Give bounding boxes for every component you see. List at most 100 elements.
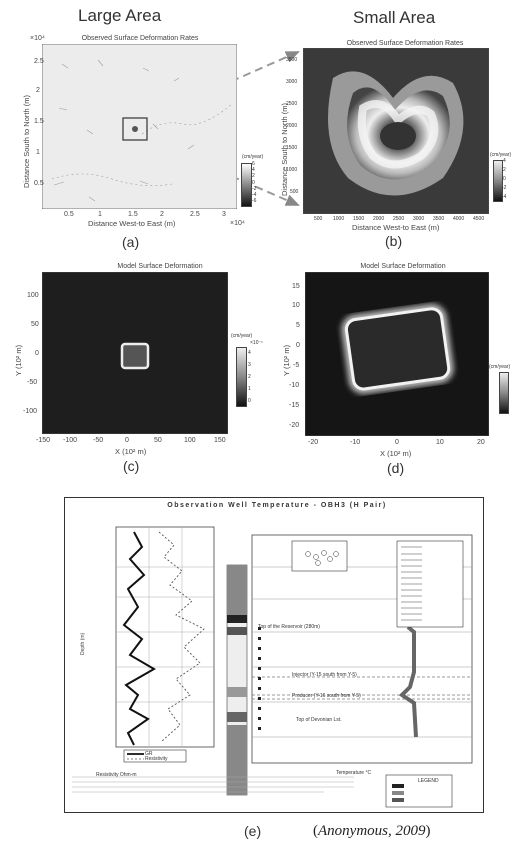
- panel-e-lithology-legend-title: LEGEND: [418, 778, 439, 784]
- panel-c-colorbar-label: (cm/year): [231, 333, 253, 339]
- panel-a-ytick: 0.5: [34, 180, 44, 187]
- panel-e-annotation-injector: Injector (Y-15 south from Y-5): [292, 672, 357, 678]
- panel-b-xtick: 3000: [413, 216, 425, 222]
- panel-d-ytick: -10: [289, 382, 300, 389]
- panel-d-ytick: 0: [296, 342, 300, 349]
- panel-b-ytick: 1500: [286, 145, 298, 151]
- panel-a-xtick: 1.5: [128, 211, 138, 218]
- panel-b-ytick: 500: [290, 189, 299, 195]
- panel-c-xlabel: X (10² m): [115, 447, 147, 456]
- panel-a-cb-tick: 4: [252, 167, 255, 173]
- panel-a-ytick: 1.5: [34, 118, 44, 125]
- panel-a-xtick: 1: [98, 211, 102, 218]
- panel-b-ytick: 1000: [286, 167, 298, 173]
- panel-a-cb-tick: -4: [252, 192, 257, 198]
- panel-b-cb-tick: 2: [503, 167, 506, 173]
- panel-b-title: Observed Surface Deformation Rates: [346, 40, 464, 47]
- panel-d-xlabel: X (10² m): [380, 449, 412, 458]
- panel-c-cb-tick: 2: [248, 374, 251, 380]
- panel-d-xtick: 0: [395, 439, 399, 446]
- panel-d-xtick: 20: [477, 439, 485, 446]
- panel-a-xtick: 2: [160, 211, 164, 218]
- panel-a-cb-tick: -6: [252, 198, 257, 204]
- panel-b-cb-tick: -4: [502, 194, 507, 200]
- panel-b-ytick: 2000: [286, 123, 298, 129]
- panel-c-model-map: [42, 272, 228, 434]
- panel-a-ytick: 2: [36, 87, 40, 94]
- panel-b-ytick: 3500: [286, 57, 298, 63]
- panel-a-cb-tick: -2: [252, 186, 257, 192]
- panel-a-colorbar: [241, 163, 252, 207]
- panel-b-xtick: 4500: [473, 216, 485, 222]
- panel-b-xlabel: Distance West-to East (m): [352, 223, 440, 232]
- panel-a-colorbar-label: (cm/year): [242, 154, 264, 160]
- panel-b-xtick: 2000: [373, 216, 385, 222]
- panel-e-annotation-devonian: Top of Devonian Lst.: [296, 717, 342, 723]
- panel-c-label: (c): [123, 458, 140, 474]
- panel-e-legend-resistivity: Resistivity: [145, 756, 168, 762]
- panel-c-xtick: 50: [154, 437, 162, 444]
- panel-c-ytick: 50: [31, 321, 39, 328]
- panel-b-xtick: 1000: [333, 216, 345, 222]
- panel-d-ytick: -15: [289, 402, 300, 409]
- panel-a-xtick: 0.5: [64, 211, 74, 218]
- panel-c-xtick: -50: [93, 437, 104, 444]
- panel-a-ytick: 1: [36, 149, 40, 156]
- panel-a-map: [42, 44, 237, 209]
- panel-c-cb-tick: 4: [248, 350, 251, 356]
- panel-a-cb-tick: 2: [252, 173, 255, 179]
- panel-c-xtick: -100: [63, 437, 78, 444]
- panel-d-ylabel: Y (10² m): [282, 344, 291, 376]
- panel-e-annotation-producer: Producer (Y-16 south from Y-5): [292, 693, 361, 699]
- panel-b-cb-tick: 4: [503, 158, 506, 164]
- panel-a-label: (a): [122, 234, 140, 250]
- panel-b-xtick: 4000: [453, 216, 465, 222]
- panel-d-ytick: -20: [289, 422, 300, 429]
- panel-c-ylabel: Y (10² m): [14, 344, 23, 376]
- panel-a-cb-tick: 6: [252, 161, 255, 167]
- panel-c-cb-tick: 1: [248, 386, 251, 392]
- panel-e-well-log-chart: [72, 526, 473, 808]
- panel-a-xtick: 3: [222, 211, 226, 218]
- panel-d-xtick: -20: [308, 439, 319, 446]
- panel-a-title: Observed Surface Deformation Rates: [81, 35, 199, 42]
- panel-d-title: Model Surface Deformation: [360, 263, 446, 270]
- panel-b-colorbar: [493, 160, 503, 202]
- citation: (Anonymous, 2009): [313, 823, 431, 839]
- large-area-header: Large Area: [78, 6, 162, 25]
- small-area-header: Small Area: [353, 8, 436, 27]
- panel-b-xtick: 1500: [353, 216, 365, 222]
- panel-c-ytick: -50: [27, 379, 38, 386]
- panel-d-xtick: 10: [436, 439, 444, 446]
- panel-b-xtick: 2500: [393, 216, 405, 222]
- panel-d-ytick: 10: [292, 302, 300, 309]
- panel-e-legend-gr: GR: [145, 751, 153, 757]
- panel-d-ytick: -5: [293, 362, 300, 369]
- panel-e-right-xlabel: Temperature °C: [336, 770, 372, 776]
- panel-c-ytick: 100: [27, 292, 39, 299]
- citation-text: Anonymous, 2009: [318, 823, 426, 839]
- panel-a-ytick: 2.5: [34, 58, 44, 65]
- panel-a-xtick: 2.5: [190, 211, 200, 218]
- panel-c-cb-tick: 0: [248, 398, 251, 404]
- panel-d-colorbar-label: (cm/year): [489, 364, 511, 370]
- panel-e-left-xlabel: Resistivity Ohm-m: [96, 772, 137, 778]
- panel-e-title: Observation Well Temperature - OBH3 (H P…: [167, 502, 387, 509]
- panel-e-annotation-top-reservoir: Top of the Reservoir (280m): [258, 624, 320, 630]
- panel-b-label: (b): [385, 233, 403, 249]
- panel-b-ytick: 2500: [286, 101, 298, 107]
- panel-c-xtick: 100: [184, 437, 196, 444]
- panel-b-xtick: 500: [314, 216, 323, 222]
- panel-a-cb-tick: 0: [252, 180, 255, 186]
- panel-c-colorbar: [236, 347, 247, 407]
- panel-d-ytick: 5: [296, 322, 300, 329]
- panel-d-label: (d): [387, 460, 405, 476]
- panel-b-map: [303, 48, 489, 214]
- panel-d-ytick: 15: [292, 283, 300, 290]
- panel-d-xtick: -10: [350, 439, 361, 446]
- panel-d-colorbar: [499, 372, 509, 414]
- panel-b-xtick: 3500: [433, 216, 445, 222]
- panel-b-cb-tick: 0: [503, 176, 506, 182]
- panel-a-x-exponent: ×10⁴: [230, 220, 245, 227]
- panel-a-ylabel: Distance South to North (m): [22, 95, 31, 188]
